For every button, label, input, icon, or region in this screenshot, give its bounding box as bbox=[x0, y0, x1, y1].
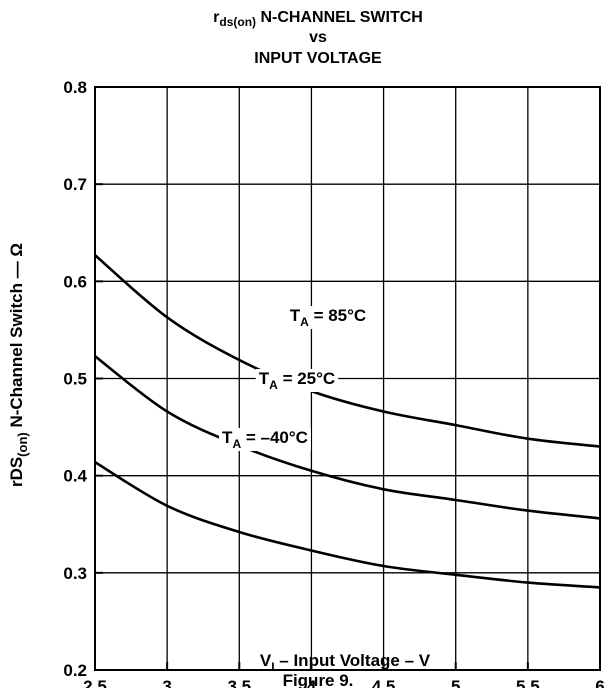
figure-caption: Figure 9. bbox=[283, 671, 354, 688]
label-background bbox=[255, 369, 339, 392]
series-line-25c bbox=[94, 355, 601, 520]
x-tick-label: 6 bbox=[595, 677, 604, 688]
curves bbox=[94, 254, 601, 589]
x-axis-label: VI – Input Voltage – V bbox=[260, 651, 431, 674]
y-tick-labels: 0.2 0.3 0.4 0.5 0.6 0.7 0.8 bbox=[63, 78, 87, 680]
title-rest: N-CHANNEL SWITCH bbox=[256, 9, 423, 26]
chart-title-line3: INPUT VOLTAGE bbox=[254, 50, 382, 67]
title-subscript: ds(on) bbox=[219, 15, 256, 29]
chart-title-line1: rds(on) N-CHANNEL SWITCH bbox=[213, 9, 423, 29]
series-line-m40c bbox=[94, 460, 601, 589]
label-background bbox=[286, 306, 370, 329]
x-tick-label: 3.5 bbox=[227, 677, 251, 688]
x-tick-label: 4 bbox=[307, 677, 317, 688]
y-tick-label: 0.4 bbox=[63, 467, 87, 486]
y-tick-label: 0.8 bbox=[63, 78, 87, 97]
x-tick-label: 2.5 bbox=[83, 677, 107, 688]
x-tick-label: 3 bbox=[162, 677, 171, 688]
axis-ticks bbox=[94, 86, 601, 671]
series-label-m40c: TA = –40°C bbox=[222, 428, 308, 451]
label-background bbox=[219, 428, 311, 451]
grid bbox=[95, 87, 600, 670]
chart-title-line2: vs bbox=[309, 29, 327, 46]
y-tick-label: 0.7 bbox=[63, 175, 87, 194]
y-tick-label: 0.3 bbox=[63, 564, 87, 583]
y-tick-label: 0.2 bbox=[63, 661, 87, 680]
title-r: r bbox=[213, 9, 219, 26]
series-label-25c: TA = 25°C bbox=[259, 369, 335, 392]
x-tick-label: 4.5 bbox=[372, 677, 396, 688]
x-tick-label: 5 bbox=[451, 677, 460, 688]
y-tick-label: 0.5 bbox=[63, 370, 87, 389]
x-tick-label: 5.5 bbox=[516, 677, 540, 688]
y-axis-label: rDS(on) N-Channel Switch — Ω bbox=[7, 243, 30, 487]
y-tick-label: 0.6 bbox=[63, 272, 87, 291]
series-label-85c: TA = 85°C bbox=[290, 306, 366, 329]
series-line-85c bbox=[94, 254, 601, 448]
x-tick-labels: 2.5 3 3.5 4 4.5 5 5.5 6 bbox=[83, 677, 605, 688]
